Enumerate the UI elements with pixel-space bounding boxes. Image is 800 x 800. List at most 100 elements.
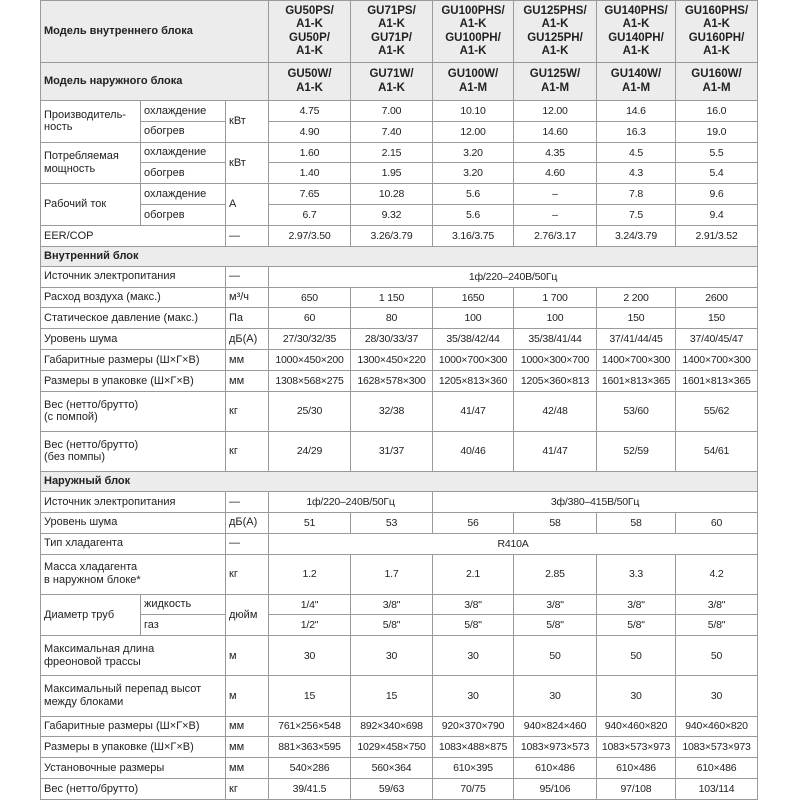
value-cell: 16.3 <box>596 120 676 143</box>
unit: Па <box>225 307 269 330</box>
spec-sheet: Модель внутреннего блока GU50PS/ A1-K GU5… <box>40 0 758 800</box>
value-cell: 610×486 <box>675 757 758 780</box>
value-cell: 3/8" <box>513 593 597 616</box>
value-cell: 50 <box>675 635 758 677</box>
value-cell: 2.15 <box>350 141 433 164</box>
value-cell: 30 <box>432 675 514 717</box>
value-cell: 3/8" <box>350 593 433 616</box>
table-row: Наружный блок <box>40 471 758 493</box>
value-cell: 30 <box>596 675 676 717</box>
unit: м³/ч <box>225 286 269 309</box>
value-cell: 1 700 <box>513 286 597 309</box>
model-name: GU100PHS/ A1-K GU100PH/ A1-K <box>432 0 514 63</box>
table-row: Диаметр труб жидкость дюйм 1/4" 3/8" 3/8" 3/8"… <box>40 593 758 637</box>
section-title: Внутренний блок <box>40 245 758 267</box>
value-cell: 1000×300×700 <box>513 349 597 371</box>
table-row: Расход воздуха (макс.) м³/ч 650 1 150 1650 1 … <box>40 286 758 309</box>
row-label: Уровень шума <box>40 511 226 534</box>
unit: — <box>225 491 269 513</box>
unit: А <box>225 183 269 226</box>
spec-table: Модель внутреннего блока GU50PS/ A1-K GU5… <box>40 0 758 800</box>
value-cell: 9.32 <box>350 204 433 226</box>
mode-label: охлаждение <box>140 141 226 164</box>
value-cell: 15 <box>350 675 433 717</box>
value-cell: 1 150 <box>350 286 433 309</box>
table-row: Габаритные размеры (Ш×Г×В) мм 1000×450×200… <box>40 349 758 371</box>
table-row: Потребляемая мощность охлаждение кВт 1.60 2.… <box>40 141 758 185</box>
value-cell: 1650 <box>432 286 514 309</box>
unit: — <box>225 532 269 555</box>
model-name: GU50W/ A1-K <box>268 62 351 101</box>
table-row: Внутренний блок <box>40 245 758 267</box>
unit: — <box>225 224 269 247</box>
row-label: Потребляемая мощность <box>40 141 141 185</box>
table-row: Тип хладагента — R410A <box>40 532 758 555</box>
value-cell: 35/38/41/44 <box>513 328 597 351</box>
table-body: Модель внутреннего блока GU50PS/ A1-K GU5… <box>40 0 758 800</box>
row-label: Производитель- ность <box>40 100 141 143</box>
value-cell: 7.5 <box>596 204 676 226</box>
table-row: Уровень шума дБ(А) 27/30/32/35 28/30/33/37 3… <box>40 328 758 351</box>
value-cell: 5/8" <box>432 614 514 637</box>
model-name: GU140W/ A1-M <box>596 62 676 101</box>
value-cell: 1601×813×365 <box>675 369 758 392</box>
value-cell: 2.97/3.50 <box>268 224 351 247</box>
mode-label: охлаждение <box>140 183 226 206</box>
value-cell: 24/29 <box>268 430 351 473</box>
unit: кВт <box>225 100 269 143</box>
value-cell: 15 <box>268 675 351 717</box>
value-cell: 16.0 <box>675 100 758 122</box>
mode-label: обогрев <box>140 162 226 185</box>
unit: кг <box>225 778 269 800</box>
value-cell: 54/61 <box>675 430 758 473</box>
value-cell: 55/62 <box>675 390 758 432</box>
mode-label: охлаждение <box>140 100 226 122</box>
value-cell: 650 <box>268 286 351 309</box>
value-cell: 610×395 <box>432 757 514 780</box>
model-name: GU160W/ A1-M <box>675 62 758 101</box>
value-cell: 59/63 <box>350 778 433 800</box>
value-cell: 610×486 <box>513 757 597 780</box>
table-row: газ 1/2" 5/8" 5/8" 5/8" 5/8" 5/8" <box>41 614 758 637</box>
value-cell: 3.3 <box>596 553 676 595</box>
value-cell: 2600 <box>675 286 758 309</box>
value-cell: 920×370×790 <box>432 715 514 738</box>
value-cell: 3/8" <box>432 593 514 616</box>
value-cell: 5.6 <box>432 204 514 226</box>
value-cell: 1/2" <box>268 614 351 637</box>
table-row: Источник электропитания —1ф/220–240В/50Гц <box>40 265 758 288</box>
value-cell: 103/114 <box>675 778 758 800</box>
unit: мм <box>225 715 269 738</box>
row-label: Вес (нетто/брутто) <box>40 778 226 800</box>
value-cell: 50 <box>513 635 597 677</box>
value-cell: 5/8" <box>350 614 433 637</box>
mode-label: обогрев <box>140 204 226 226</box>
value-cell: 41/47 <box>432 390 514 432</box>
value-cell: 5.5 <box>675 141 758 164</box>
value-cell: 5.6 <box>432 183 514 206</box>
value-cell: 3.20 <box>432 162 514 185</box>
value-cell: 53 <box>350 511 433 534</box>
row-label: Тип хладагента <box>40 532 226 555</box>
value-cell: 60 <box>675 511 758 534</box>
value-cell: 4.2 <box>675 553 758 595</box>
unit: кг <box>225 390 269 432</box>
table-row: Уровень шума дБ(А) 51 53 56 58 58 60 <box>40 511 758 534</box>
value-cell: 892×340×698 <box>350 715 433 738</box>
unit: м <box>225 675 269 717</box>
model-name: GU125PHS/ A1-K GU125PH/ A1-K <box>513 0 597 63</box>
table-row: Максимальная длина фреоновой трассы м 30 30… <box>40 635 758 677</box>
value-cell: 1/4" <box>268 593 351 616</box>
value-cell: 27/30/32/35 <box>268 328 351 351</box>
value-cell: 1400×700×300 <box>596 349 676 371</box>
table-row: Масса хладагента в наружном блоке* кг 1.2 1… <box>40 553 758 595</box>
value-cell: 9.4 <box>675 204 758 226</box>
value-cell: 2.91/3.52 <box>675 224 758 247</box>
value-cell: 7.65 <box>268 183 351 206</box>
value-cell: 1083×488×875 <box>432 736 514 759</box>
value-cell: 95/106 <box>513 778 597 800</box>
value-cell: 51 <box>268 511 351 534</box>
value-cell: 1.95 <box>350 162 433 185</box>
table-row: EER/COP —2.97/3.50 3.26/3.79 3.16/3.75 2.76/… <box>40 224 758 247</box>
